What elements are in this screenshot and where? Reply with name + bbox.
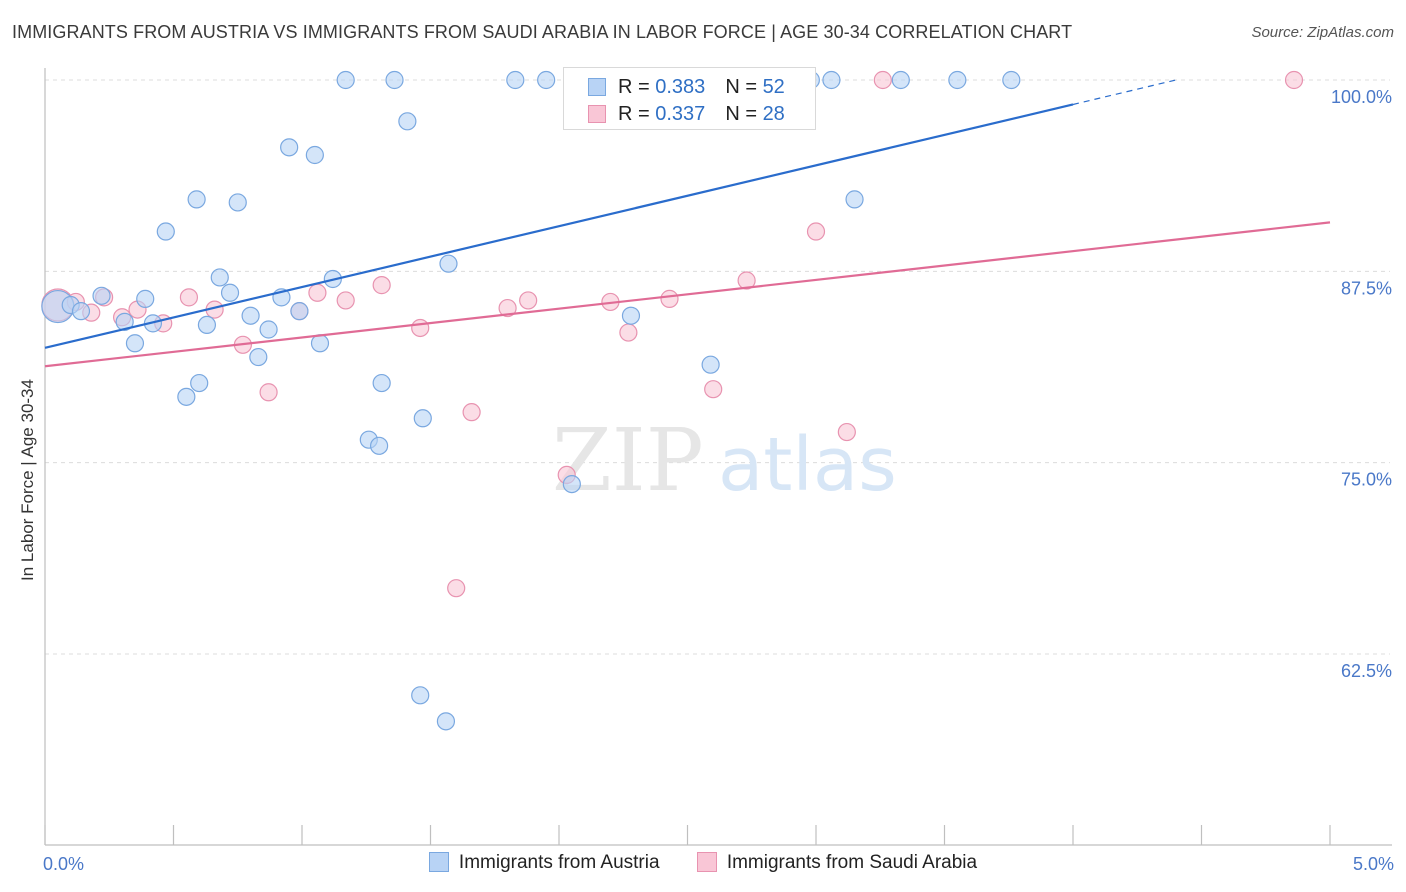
austria-point [241,306,260,325]
austria-point [948,70,967,90]
saudi-point [806,222,826,241]
saudi-point [447,579,466,598]
r-label: R = [618,76,656,98]
saudi-point [411,318,430,338]
austria-point [562,474,581,494]
austria-point [372,373,391,393]
legend-row-saudi: R = 0.337 N = 28 [588,103,785,126]
y-axis-label-wrap: In Labor Force | Age 30-34 [8,280,48,680]
saudi-point [336,291,355,310]
austria-point [385,70,404,90]
saudi-point [737,271,756,290]
austria-point [537,70,556,90]
n-value: 52 [762,76,785,98]
austria-point [115,312,134,331]
saudi-point [873,70,892,90]
saudi-point [308,283,327,302]
austria-swatch-icon [588,78,606,96]
saudi-point [704,380,723,399]
austria-point [305,145,324,165]
saudi-point [179,288,199,307]
austria-point [197,315,217,335]
austria-point [280,138,299,157]
saudi-point [619,323,638,342]
chart-title: IMMIGRANTS FROM AUSTRIA VS IMMIGRANTS FR… [12,22,1073,42]
legend-item-saudi: Immigrants from Saudi Arabia [696,852,978,874]
legend-row-austria: R = 0.383 N = 52 [588,76,785,99]
austria-trend-extension [1072,79,1176,106]
saudi-point [372,276,391,295]
y-tick-label: 62.5% [1341,661,1392,681]
austria-point [506,70,525,90]
austria-point [436,712,456,731]
austria-point [156,222,175,241]
saudi-point [498,298,517,318]
x-tick-label: 5.0% [1353,854,1394,874]
austria-point [125,334,145,353]
trend-lines [44,79,1331,368]
saudi-point [660,289,679,308]
y-axis-label: In Labor Force | Age 30-34 [18,379,37,581]
austria-point [370,436,389,455]
r-value: 0.337 [655,103,706,125]
austria-point [845,190,864,209]
legend-label-austria: Immigrants from Austria [458,852,660,873]
austria-point [413,409,432,428]
austria-point [210,268,229,287]
n-label: N = [725,76,763,98]
saudi-point [519,291,538,310]
austria-point [228,193,247,212]
saudi-legend-icon [696,852,717,872]
source-label: Source: ZipAtlas.com [1251,24,1394,41]
saudi-point [462,403,481,422]
austria-point [71,302,91,321]
austria-point [701,355,720,374]
r-value: 0.383 [655,76,706,98]
data-points [41,70,1304,731]
austria-point [621,306,641,325]
saudi-point [837,422,856,442]
austria-point [136,289,155,308]
austria-point [177,387,196,406]
legend-item-austria: Immigrants from Austria [428,852,660,874]
austria-point [439,254,458,273]
watermark-atlas: atlas [718,422,897,508]
austria-point [249,347,268,367]
saudi-trend-line [44,221,1331,368]
watermark-zip: ZIP [552,411,704,511]
n-label: N = [725,103,763,125]
tick-labels: 100.0% 87.5% 75.0% 62.5% 0.0% 5.0% [43,87,1394,874]
x-tick-label: 0.0% [43,854,84,874]
y-tick-label: 87.5% [1341,278,1392,298]
austria-point [259,320,278,339]
austria-point [190,373,209,393]
series-legend: Immigrants from Austria Immigrants from … [0,852,1406,874]
axes [44,68,1392,846]
legend-label-saudi: Immigrants from Saudi Arabia [726,852,978,873]
watermark: ZIP atlas [552,411,897,511]
y-tick-label: 75.0% [1341,470,1392,490]
austria-point [310,334,330,353]
austria-point [187,190,206,209]
saudi-point [259,383,278,402]
austria-point [336,70,355,90]
stats-legend: R = 0.383 N = 52 R = 0.337 N = 28 [563,67,816,130]
austria-point [220,283,240,302]
austria-point [1002,70,1021,90]
austria-point [290,302,309,321]
r-label: R = [618,103,656,125]
saudi-point [1284,70,1304,90]
austria-legend-icon [428,852,449,872]
y-tick-label: 100.0% [1331,87,1392,107]
austria-trend-line [44,103,1074,349]
austria-point [822,70,841,90]
n-value: 28 [762,103,785,125]
austria-point [398,112,417,131]
austria-point [891,70,910,90]
austria-point [92,286,111,305]
austria-point [411,686,430,705]
saudi-swatch-icon [588,105,606,123]
